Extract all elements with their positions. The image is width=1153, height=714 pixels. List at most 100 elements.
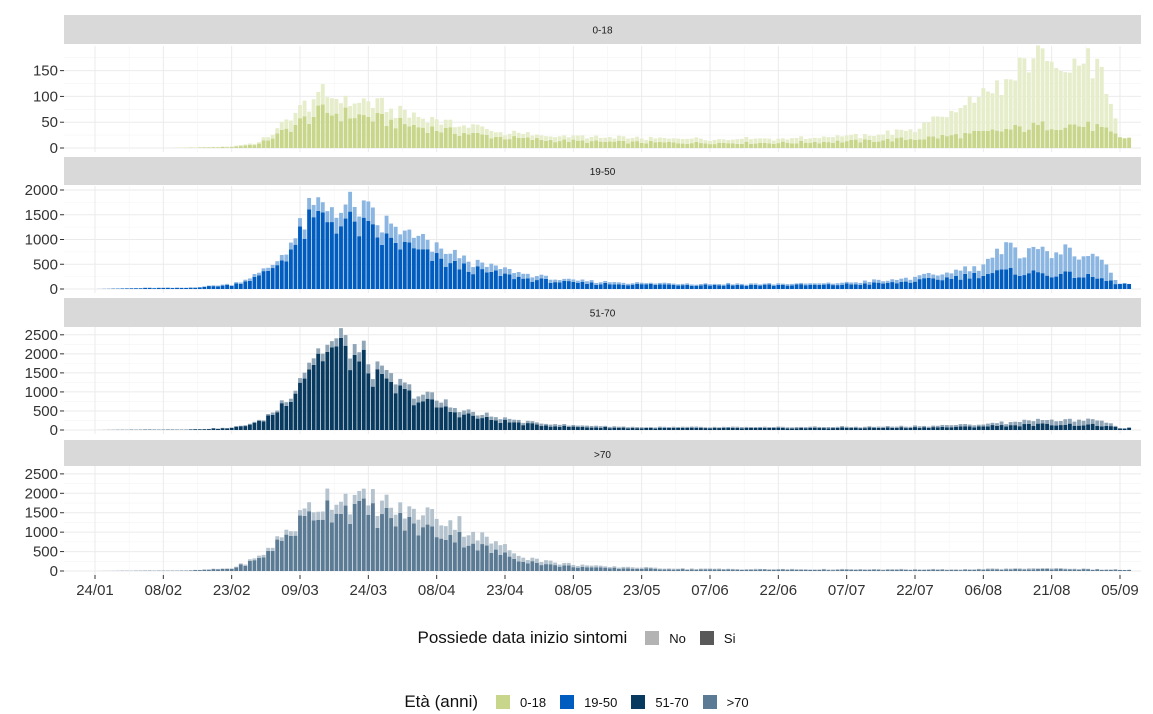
bar-si bbox=[1081, 425, 1086, 430]
bar-no bbox=[1013, 568, 1018, 570]
bar-si bbox=[999, 425, 1004, 430]
bar-no bbox=[389, 507, 394, 519]
bar-no bbox=[648, 136, 653, 142]
bar-no bbox=[990, 257, 995, 274]
bar-no bbox=[430, 116, 435, 127]
bar-no bbox=[1004, 79, 1009, 129]
bar-si bbox=[566, 565, 571, 571]
bar-no bbox=[329, 98, 334, 116]
bar-si bbox=[890, 141, 895, 148]
bar-no bbox=[712, 283, 717, 285]
bar-si bbox=[985, 274, 990, 289]
bar-si bbox=[762, 569, 767, 571]
bar-no bbox=[361, 200, 366, 218]
bar-no bbox=[370, 107, 375, 122]
bar-si bbox=[1081, 126, 1086, 148]
bar-si bbox=[530, 561, 535, 571]
bar-no bbox=[279, 254, 284, 261]
legend-eta: Età (anni) 0-18 19-50 51-70 >70 bbox=[0, 692, 1153, 712]
bar-no bbox=[1004, 424, 1009, 427]
bar-si bbox=[749, 284, 753, 289]
bar-si bbox=[726, 569, 731, 571]
bar-si bbox=[421, 249, 425, 289]
bar-no bbox=[703, 568, 708, 570]
bar-si bbox=[334, 113, 339, 148]
bar-no bbox=[981, 424, 986, 427]
bar-no bbox=[844, 569, 849, 570]
bar-no bbox=[548, 560, 553, 565]
y-tick-label: 1500 bbox=[25, 365, 58, 382]
bar-si bbox=[270, 138, 275, 148]
bar-no bbox=[393, 226, 398, 243]
bar-si bbox=[179, 288, 184, 289]
bar-si bbox=[758, 285, 763, 289]
bar-no bbox=[721, 568, 726, 570]
bar-si bbox=[302, 515, 307, 571]
bar-no bbox=[780, 138, 785, 142]
bar-si bbox=[530, 139, 535, 148]
bar-si bbox=[917, 279, 922, 289]
y-tick-label: 2000 bbox=[25, 346, 58, 363]
bar-no bbox=[434, 400, 439, 408]
bar-no bbox=[580, 564, 585, 567]
bar-no bbox=[243, 279, 248, 282]
bar-no bbox=[981, 88, 986, 131]
bar-si bbox=[284, 128, 289, 148]
bar-si bbox=[425, 249, 430, 289]
bar-si bbox=[489, 138, 494, 148]
bar-no bbox=[703, 283, 708, 285]
bar-si bbox=[1045, 423, 1050, 430]
bar-no bbox=[981, 264, 986, 276]
bar-si bbox=[202, 147, 207, 148]
bar-no bbox=[302, 229, 307, 239]
bar-si bbox=[143, 287, 148, 289]
bar-si bbox=[963, 426, 968, 430]
bar-no bbox=[329, 509, 334, 523]
bar-si bbox=[657, 569, 662, 571]
bar-si bbox=[1063, 569, 1068, 571]
bar-si bbox=[1113, 569, 1118, 571]
bar-no bbox=[398, 378, 403, 386]
bar-no bbox=[521, 133, 526, 138]
bar-si bbox=[475, 550, 480, 571]
bar-si bbox=[407, 516, 412, 571]
bar-si bbox=[1022, 424, 1027, 430]
bar-si bbox=[407, 126, 412, 148]
bar-no bbox=[780, 283, 785, 285]
bar-no bbox=[739, 283, 744, 286]
bar-no bbox=[380, 97, 384, 114]
bar-si bbox=[370, 121, 375, 148]
bar-si bbox=[393, 242, 398, 289]
bar-si bbox=[366, 373, 371, 430]
bar-si bbox=[416, 249, 421, 289]
bar-si bbox=[206, 286, 211, 289]
bar-no bbox=[1054, 568, 1059, 570]
bar-si bbox=[389, 119, 394, 148]
bar-no bbox=[967, 424, 972, 427]
bar-no bbox=[780, 426, 785, 428]
bar-no bbox=[466, 409, 471, 414]
bar-no bbox=[603, 425, 608, 427]
bar-no bbox=[817, 569, 822, 570]
bar-si bbox=[653, 568, 658, 571]
bar-no bbox=[466, 127, 471, 135]
bar-si bbox=[949, 135, 954, 148]
bar-no bbox=[644, 139, 649, 144]
bar-no bbox=[393, 384, 398, 394]
bar-no bbox=[849, 426, 854, 429]
bar-si bbox=[840, 284, 845, 289]
bar-si bbox=[503, 419, 507, 430]
bar-no bbox=[1040, 48, 1045, 122]
bar-si bbox=[298, 515, 302, 571]
bar-no bbox=[858, 282, 863, 285]
bar-si bbox=[375, 237, 380, 289]
bar-si bbox=[995, 130, 999, 148]
bar-no bbox=[243, 144, 248, 146]
bar-no bbox=[1067, 72, 1072, 125]
bar-no bbox=[316, 511, 321, 520]
bar-si bbox=[261, 271, 266, 289]
bar-si bbox=[384, 233, 389, 289]
bar-si bbox=[940, 569, 945, 571]
bar-si bbox=[999, 569, 1004, 571]
bar-no bbox=[261, 137, 266, 141]
